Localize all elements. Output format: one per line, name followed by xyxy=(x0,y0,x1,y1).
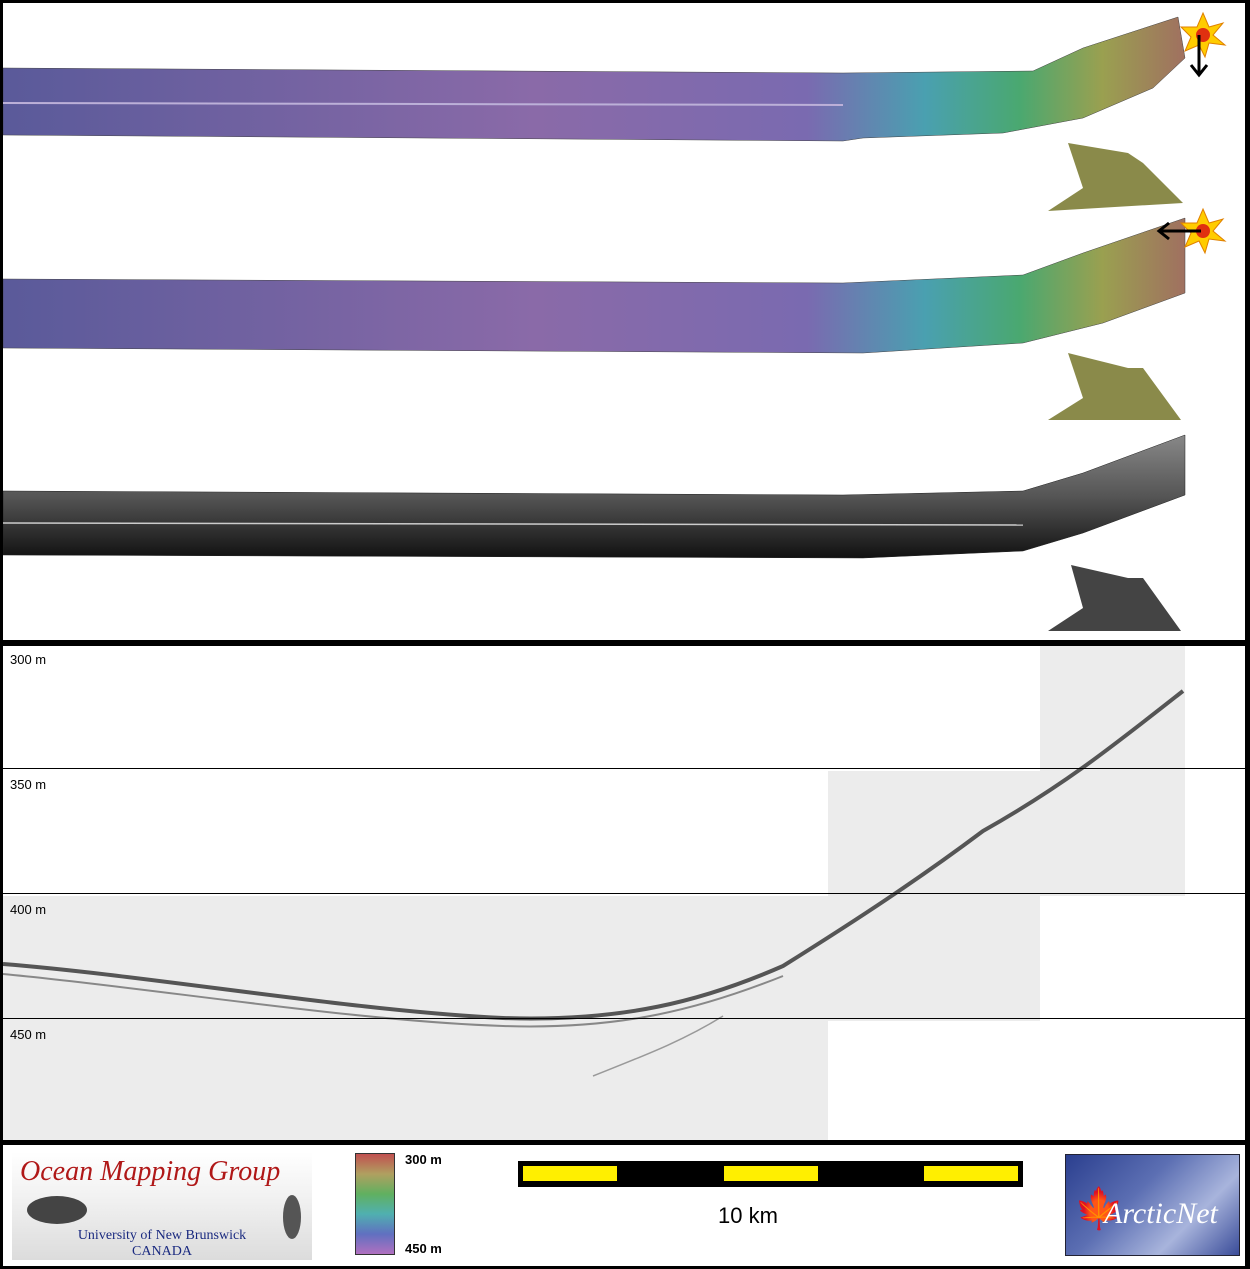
ocean-mapping-group-logo: Ocean Mapping Group University of New Br… xyxy=(12,1152,312,1260)
depth-gridline xyxy=(3,1018,1245,1019)
swath-3 xyxy=(2,434,1186,559)
subbottom-reflector xyxy=(3,973,784,1028)
omg-logo-title: Ocean Mapping Group xyxy=(20,1156,281,1187)
depth-label-350: 350 m xyxy=(10,777,47,792)
omg-logo-country: CANADA xyxy=(132,1244,192,1259)
sun-marker-icon xyxy=(1179,207,1227,255)
scale-segment xyxy=(523,1166,617,1181)
swath-2 xyxy=(2,217,1186,354)
colorbar-bottom-label: 450 m xyxy=(405,1241,442,1256)
profile-svg xyxy=(3,646,1185,1140)
arcticnet-logo-text: ArcticNet xyxy=(1104,1197,1218,1230)
profile-window xyxy=(828,771,1185,896)
arrow-left-icon xyxy=(1156,221,1201,241)
swath-2-inset xyxy=(1048,353,1181,420)
swath-1 xyxy=(2,16,1186,142)
omg-logo-graphic xyxy=(27,1195,301,1239)
buried-reflector xyxy=(592,1015,724,1077)
depth-gridline xyxy=(3,768,1245,769)
depth-label-400: 400 m xyxy=(10,902,47,917)
scale-segment xyxy=(724,1166,818,1181)
swath-maps-svg xyxy=(2,11,1227,631)
scale-segment xyxy=(924,1166,1018,1181)
depth-label-450: 450 m xyxy=(10,1027,47,1042)
arrow-down-icon xyxy=(1189,35,1209,78)
seafloor-reflector xyxy=(3,689,1185,1021)
footer-panel: Ocean Mapping Group University of New Br… xyxy=(3,1145,1245,1266)
omg-logo-university: University of New Brunswick xyxy=(77,1228,247,1243)
profile-window xyxy=(3,896,1040,1021)
swath-1-centerline xyxy=(2,102,844,106)
depth-label-300: 300 m xyxy=(10,652,47,667)
profile-window xyxy=(3,1021,828,1140)
colorbar-top-label: 300 m xyxy=(405,1152,442,1167)
swath-1-inset xyxy=(1048,143,1183,211)
depth-colorbar xyxy=(355,1153,395,1255)
subbottom-profile-panel: 300 m 350 m 400 m 450 m xyxy=(3,646,1245,1140)
scale-label: 10 km xyxy=(718,1203,778,1228)
swath-3-inset xyxy=(1048,565,1181,631)
depth-gridline xyxy=(3,893,1245,894)
arcticnet-logo: 🍁 ArcticNet xyxy=(1065,1154,1240,1256)
scale-bar xyxy=(518,1161,1023,1187)
maple-leaf-icon: 🍁 xyxy=(1074,1187,1124,1231)
sun-marker-icon xyxy=(1179,11,1227,59)
swath-3-centerline xyxy=(2,522,1024,526)
swath-maps-panel xyxy=(2,3,1245,640)
